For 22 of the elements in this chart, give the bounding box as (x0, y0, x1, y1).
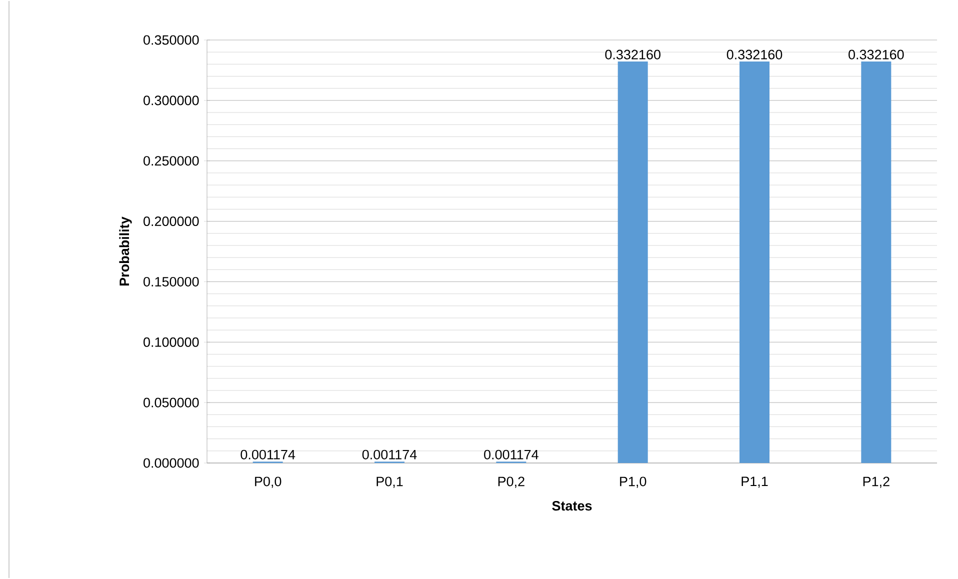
x-axis-title: States (552, 501, 592, 511)
data-label: 0.001174 (240, 450, 296, 460)
x-tick-label: P0,2 (498, 476, 524, 488)
y-tick-label: 0.350000 (144, 35, 199, 45)
data-label: 0.332160 (726, 50, 782, 60)
y-tick-label: 0.250000 (144, 156, 199, 166)
data-label: 0.001174 (362, 450, 417, 460)
data-label: 0.332160 (605, 50, 660, 60)
x-tick-label: P0,0 (255, 476, 282, 488)
x-tick-label: P0,1 (376, 476, 403, 488)
x-tick-label: P1,0 (620, 476, 646, 488)
y-tick-label: 0.050000 (144, 398, 199, 408)
y-tick-label: 0.100000 (144, 337, 199, 347)
y-tick-label: 0.000000 (144, 458, 199, 468)
data-label: 0.332160 (848, 50, 904, 60)
data-label: 0.001174 (484, 450, 538, 460)
y-axis-title: Probability (119, 216, 132, 286)
x-tick-label: P1,2 (863, 476, 890, 488)
y-tick-label: 0.150000 (144, 276, 199, 286)
y-tick-label: 0.300000 (144, 96, 199, 106)
x-tick-label: P1,1 (742, 476, 768, 488)
y-tick-label: 0.200000 (144, 216, 199, 226)
